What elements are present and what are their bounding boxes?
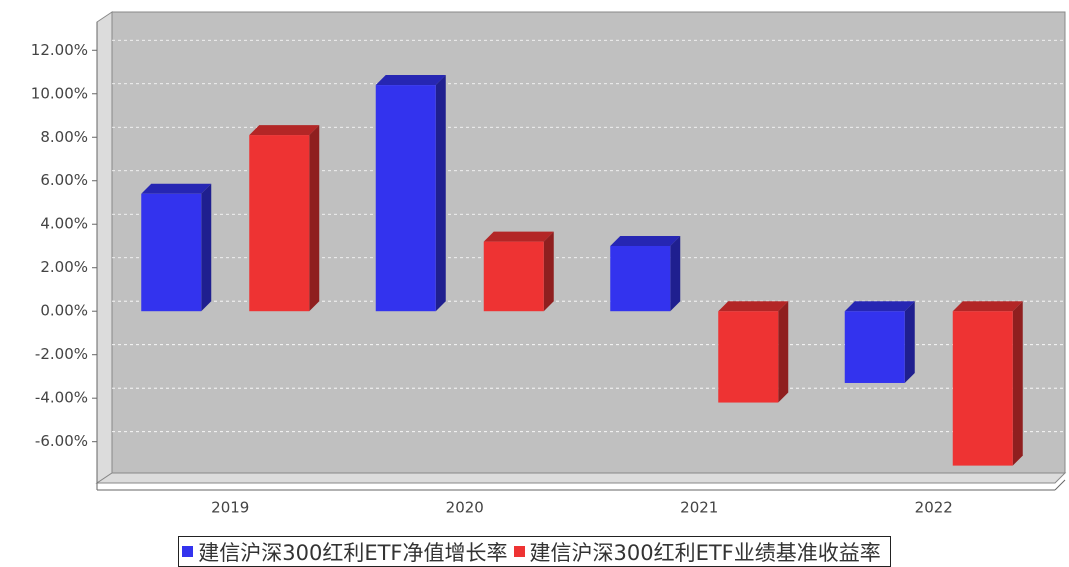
y-tick-label: 4.00%	[40, 215, 88, 233]
bar-top	[718, 301, 789, 312]
y-tick-label: 12.00%	[31, 41, 88, 59]
bar-side	[435, 75, 446, 312]
y-tick-label: 0.00%	[40, 302, 88, 320]
bar-side	[778, 301, 789, 403]
bar	[718, 301, 789, 403]
bar-top	[141, 183, 212, 194]
bar-front	[844, 311, 905, 383]
bar-top	[952, 301, 1023, 312]
bar	[249, 125, 320, 312]
y-tick-label: -2.00%	[35, 345, 88, 363]
bar-front	[375, 85, 436, 312]
y-tick-label: 10.00%	[31, 84, 88, 102]
legend: 建信沪深300红利ETF净值增长率 建信沪深300红利ETF业绩基准收益率	[0, 536, 1069, 567]
bar-front	[141, 193, 202, 312]
x-axis-end	[1054, 479, 1066, 491]
legend-item: 建信沪深300红利ETF业绩基准收益率	[513, 537, 881, 567]
y-tick-label: 6.00%	[40, 171, 88, 189]
bar-front	[718, 311, 779, 403]
bar-front	[952, 311, 1013, 466]
bar-top	[375, 75, 446, 86]
legend-box: 建信沪深300红利ETF净值增长率 建信沪深300红利ETF业绩基准收益率	[178, 536, 891, 567]
legend-label: 建信沪深300红利ETF业绩基准收益率	[529, 540, 881, 565]
x-tick-label: 2020	[446, 499, 484, 517]
bar-side	[904, 301, 915, 383]
bar-top	[610, 235, 681, 246]
bar-front	[483, 241, 544, 312]
bar	[483, 231, 554, 312]
y-tick-label: 8.00%	[40, 128, 88, 146]
y-tick-label: -6.00%	[35, 432, 88, 450]
bar	[610, 235, 681, 312]
legend-label: 建信沪深300红利ETF净值增长率	[198, 540, 508, 565]
y-tick-label: 2.00%	[40, 258, 88, 276]
bar-side	[1012, 301, 1023, 466]
y-tick-label: -4.00%	[35, 389, 88, 407]
bar	[375, 75, 446, 312]
legend-swatch	[182, 546, 194, 557]
bar-side	[543, 231, 554, 312]
left-wall	[96, 11, 113, 484]
bar	[952, 301, 1023, 466]
bar-front	[249, 135, 310, 312]
floor	[95, 472, 1067, 484]
bar	[844, 301, 915, 383]
bar-top	[483, 231, 554, 242]
bar-side	[670, 235, 681, 312]
bar-front	[610, 245, 671, 312]
bar-side	[201, 183, 212, 312]
x-tick-label: 2022	[915, 499, 953, 517]
bar	[141, 183, 212, 312]
legend-item: 建信沪深300红利ETF净值增长率	[182, 537, 508, 567]
legend-swatch	[513, 546, 525, 557]
bar-top	[249, 125, 320, 136]
bar-top	[844, 301, 915, 312]
chart: -6.00% -4.00% -2.00% 0.00% 2.00% 4.00% 6.00% 8.…	[31, 11, 1067, 517]
x-tick-label: 2019	[211, 499, 249, 517]
x-tick-label: 2021	[680, 499, 718, 517]
bar-side	[309, 125, 320, 312]
